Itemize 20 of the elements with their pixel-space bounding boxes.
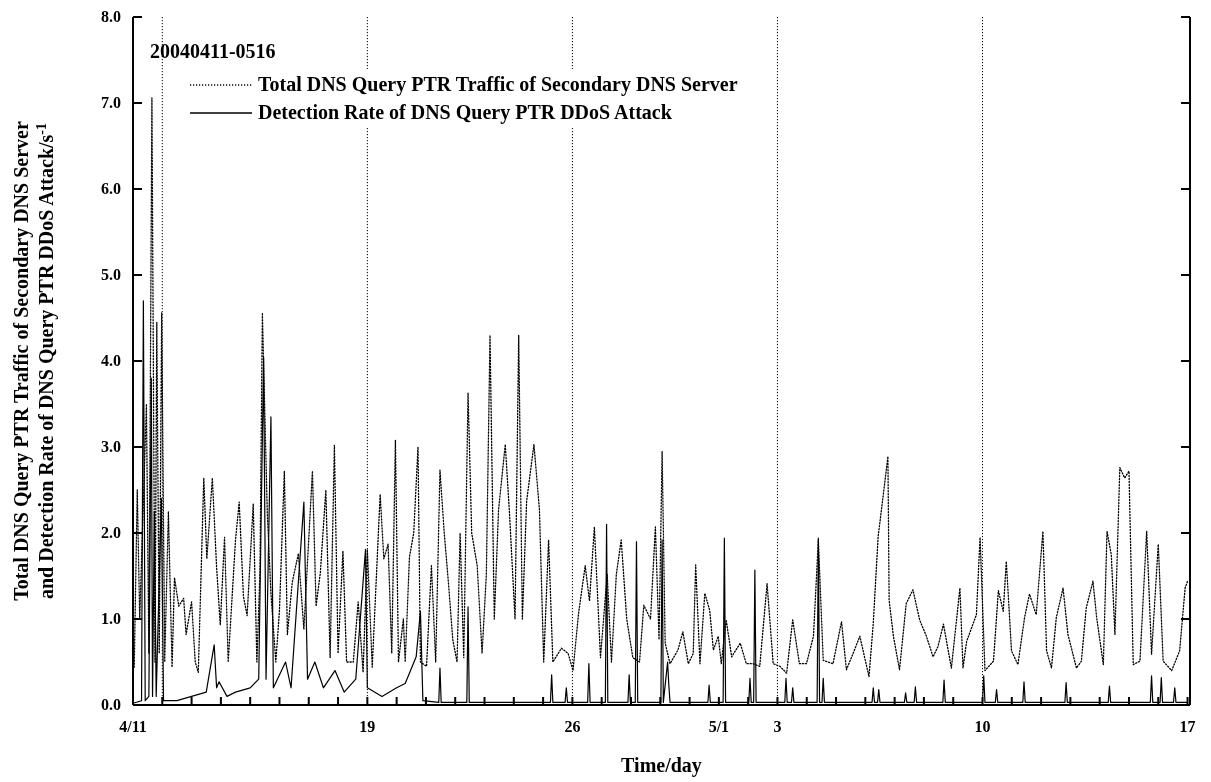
y-tick-label: 7.0 <box>101 94 121 111</box>
x-tick-label: 17 <box>1179 718 1196 735</box>
x-tick-label: 10 <box>974 718 991 735</box>
y-tick-label: 6.0 <box>101 180 121 197</box>
x-tick-label: 19 <box>359 718 376 735</box>
y-tick-label: 4.0 <box>101 352 121 369</box>
legend-label: Total DNS Query PTR Traffic of Secondary DNS Server <box>258 73 738 96</box>
x-tick-label: 26 <box>564 718 581 735</box>
x-tick-label: 4/11 <box>119 718 147 735</box>
y-tick-label: 3.0 <box>101 438 121 455</box>
y-tick-label: 1.0 <box>101 610 121 627</box>
x-axis-title: Time/day <box>621 754 702 777</box>
y-tick-label: 5.0 <box>101 266 121 283</box>
y-tick-label: 0.0 <box>101 696 121 713</box>
legend-label: Detection Rate of DNS Query PTR DDoS Attack <box>258 101 673 124</box>
y-tick-label: 8.0 <box>101 8 121 25</box>
y-tick-label: 2.0 <box>101 524 121 541</box>
x-tick-label: 5/1 <box>708 718 730 735</box>
text: 20040411-0516 <box>150 40 276 62</box>
x-tick-label: 3 <box>773 718 782 735</box>
